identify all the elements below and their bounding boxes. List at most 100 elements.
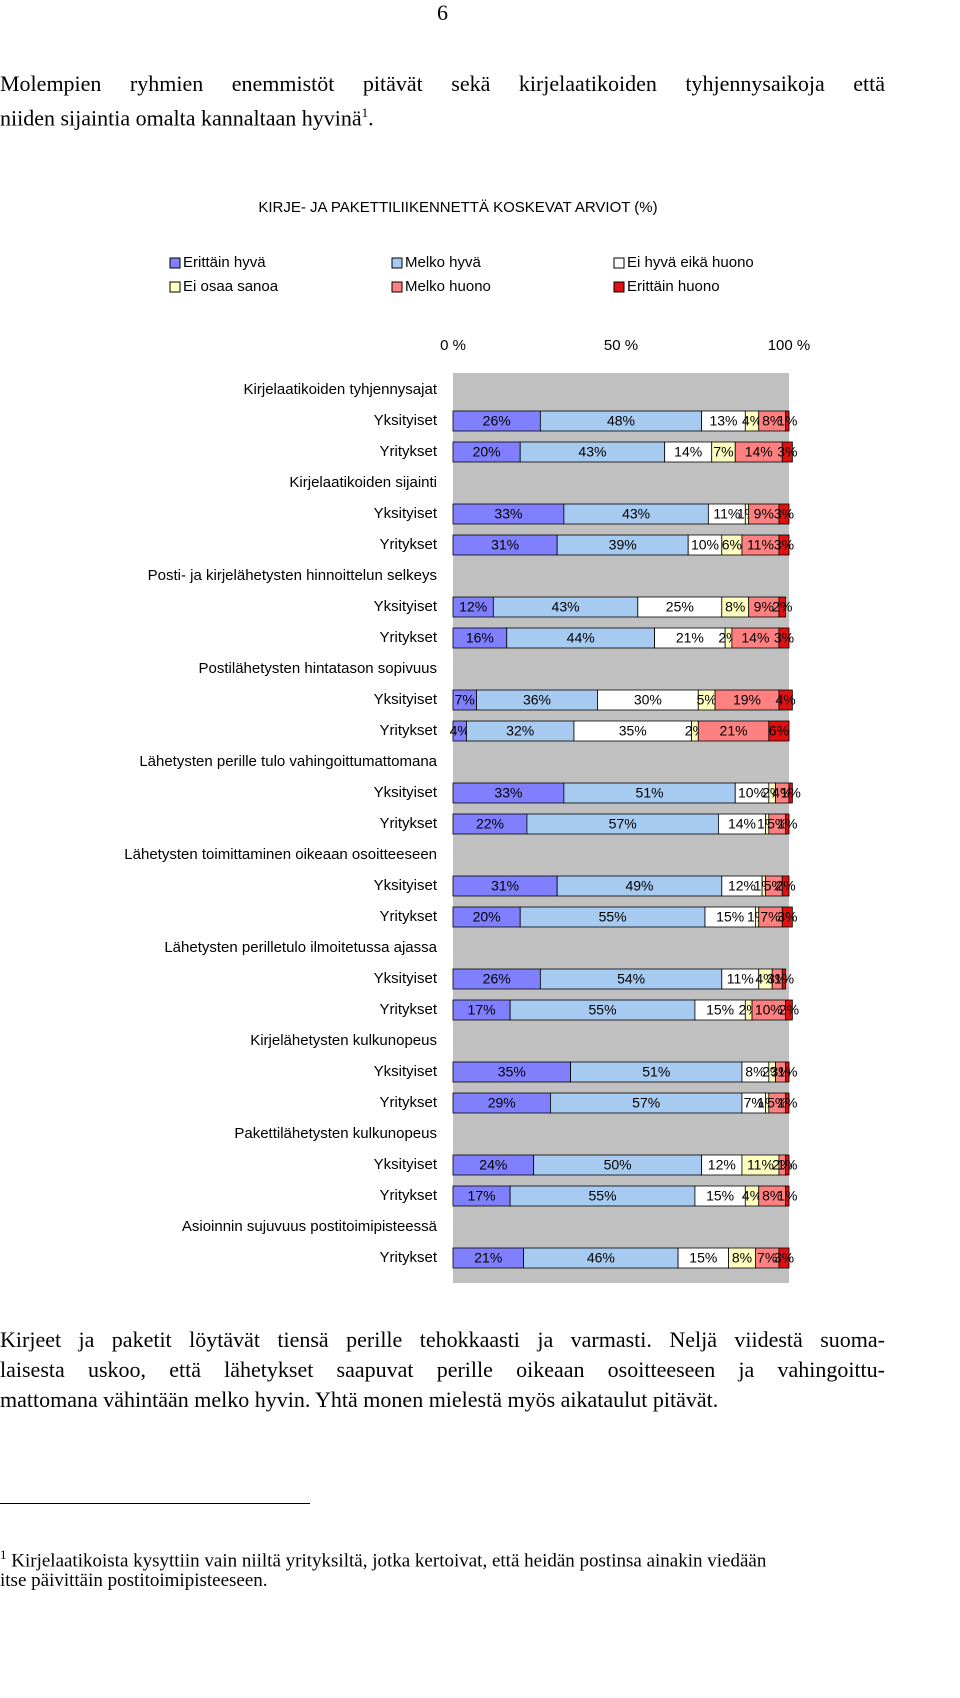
legend-label: Melko hyvä [405, 254, 482, 271]
value-label: 46% [587, 1250, 615, 1266]
value-label: 31% [491, 537, 519, 553]
value-label: 15% [716, 909, 744, 925]
group-label: Posti- ja kirjelähetysten hinnoittelun s… [148, 567, 437, 584]
value-label: 26% [483, 971, 511, 987]
bar-segment [785, 1154, 790, 1176]
category-label: Yritykset [379, 1001, 437, 1018]
value-label: 12% [728, 878, 756, 894]
group-label: Lähetysten toimittaminen oikeaan osoitte… [124, 846, 437, 863]
body-line: mattomana vähintään melko hyvin. Yhtä mo… [0, 1387, 719, 1412]
value-label: 3% [774, 537, 794, 553]
value-label: 36% [523, 692, 551, 708]
legend-label: Erittäin huono [627, 278, 720, 295]
legend-label: Ei osaa sanoa [183, 278, 279, 295]
value-label: 2% [779, 1002, 799, 1018]
legend-swatch [613, 281, 625, 293]
value-label: 3% [774, 506, 794, 522]
value-label: 12% [459, 599, 487, 615]
legend-label: Melko huono [405, 278, 491, 295]
group-label: Asioinnin sujuvuus postitoimipisteessä [182, 1218, 438, 1235]
category-label: Yritykset [379, 722, 437, 739]
bar-segment [785, 1092, 790, 1114]
value-label: 31% [491, 878, 519, 894]
category-label: Yksityiset [374, 505, 438, 522]
value-label: 1% [777, 413, 797, 429]
value-label: 11% [747, 537, 774, 553]
value-label: 14% [745, 444, 773, 460]
value-label: 3% [777, 909, 797, 925]
category-label: Yksityiset [374, 784, 438, 801]
bar-segment [768, 720, 790, 742]
x-tick-label: 50 % [604, 337, 638, 354]
page-number: 6 [437, 0, 448, 25]
category-label: Yritykset [379, 536, 437, 553]
category-label: Yritykset [379, 443, 437, 460]
value-label: 55% [589, 1188, 617, 1204]
bar-segment [781, 875, 790, 897]
value-label: 15% [689, 1250, 717, 1266]
category-label: Yksityiset [374, 691, 438, 708]
value-label: 44% [567, 630, 595, 646]
value-label: 7% [744, 1095, 764, 1111]
value-label: 4% [742, 1188, 762, 1204]
legend-label: Erittäin hyvä [183, 254, 266, 271]
value-label: 17% [468, 1002, 496, 1018]
footnote-ref: 1 [361, 105, 369, 120]
value-label: 1% [781, 785, 801, 801]
value-label: 7% [713, 444, 733, 460]
legend-swatch [613, 257, 625, 269]
value-label: 39% [609, 537, 637, 553]
intro-line-last: niiden sijaintia omalta kannaltaan hyvin… [0, 99, 885, 132]
bar-segment [781, 906, 793, 928]
value-label: 7% [757, 1250, 777, 1266]
value-label: 9% [754, 599, 774, 615]
value-label: 4% [772, 785, 792, 801]
bar-segment [778, 627, 790, 649]
group-label: Lähetysten perilletulo ilmoitetussa ajas… [164, 939, 437, 956]
value-label: 1% [777, 1095, 797, 1111]
category-label: Yritykset [379, 629, 437, 646]
value-label: 1% [777, 1064, 797, 1080]
value-label: 25% [666, 599, 694, 615]
category-label: Yksityiset [374, 412, 438, 429]
value-label: 20% [473, 909, 501, 925]
value-label: 29% [488, 1095, 516, 1111]
value-label: 8% [725, 599, 745, 615]
value-label: 11% [727, 971, 754, 987]
body-line: Kirjeet ja paketit löytävät tiensä peril… [0, 1327, 885, 1352]
group-label: Kirjelähetysten kulkunopeus [250, 1032, 437, 1049]
value-label: 8% [732, 1250, 752, 1266]
category-label: Yksityiset [374, 970, 438, 987]
group-label: Kirjelaatikoiden tyhjennysajat [244, 381, 438, 398]
value-label: 33% [494, 785, 522, 801]
legend-swatch [169, 281, 181, 293]
value-label: 22% [476, 816, 504, 832]
value-label: 35% [498, 1064, 526, 1080]
value-label: 3% [774, 1250, 794, 1266]
footnote-text: Kirjelaatikoista kysyttiin vain niiltä y… [11, 1550, 767, 1572]
bar-segment [785, 410, 790, 432]
value-label: 10% [755, 1002, 783, 1018]
value-label: 9% [754, 506, 774, 522]
value-label: 43% [578, 444, 606, 460]
value-label: 15% [706, 1188, 734, 1204]
value-label: 8% [762, 1188, 782, 1204]
value-label: 15% [706, 1002, 734, 1018]
value-label: 48% [607, 413, 635, 429]
category-label: Yritykset [379, 1094, 437, 1111]
value-label: 43% [552, 599, 580, 615]
value-label: 4% [776, 692, 796, 708]
value-label: 10% [691, 537, 719, 553]
legend-label: Ei hyvä eikä huono [627, 254, 754, 271]
x-tick-label: 100 % [768, 337, 811, 354]
value-label: 4% [450, 723, 470, 739]
category-label: Yritykset [379, 1249, 437, 1266]
value-label: 55% [599, 909, 627, 925]
value-label: 5% [697, 692, 717, 708]
value-label: 1% [774, 971, 794, 987]
value-label: 49% [625, 878, 653, 894]
value-label: 24% [479, 1157, 507, 1173]
value-label: 14% [728, 816, 756, 832]
bar-segment [778, 534, 790, 556]
